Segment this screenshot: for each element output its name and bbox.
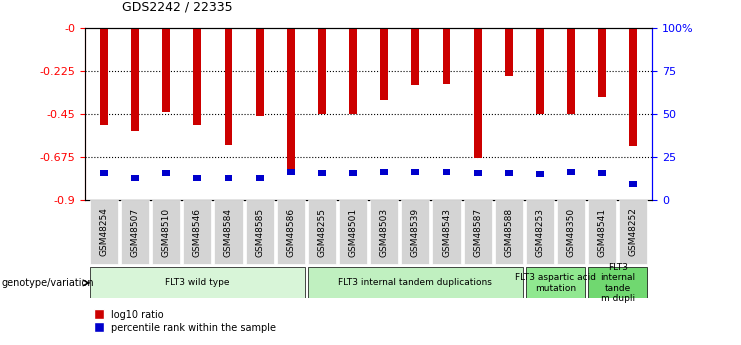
FancyBboxPatch shape bbox=[308, 267, 523, 298]
Text: GDS2242 / 22335: GDS2242 / 22335 bbox=[122, 1, 233, 14]
Bar bbox=[193, 175, 202, 181]
Text: GSM48539: GSM48539 bbox=[411, 207, 420, 257]
FancyBboxPatch shape bbox=[245, 200, 273, 264]
Bar bbox=[380, 169, 388, 175]
Text: FLT3 internal tandem duplications: FLT3 internal tandem duplications bbox=[339, 278, 492, 287]
Bar bbox=[598, 170, 606, 176]
FancyBboxPatch shape bbox=[370, 200, 398, 264]
Bar bbox=[442, 169, 451, 175]
Bar bbox=[473, 28, 482, 158]
Text: genotype/variation: genotype/variation bbox=[1, 278, 94, 288]
Text: GSM48255: GSM48255 bbox=[317, 207, 327, 257]
Bar bbox=[505, 28, 513, 76]
FancyBboxPatch shape bbox=[90, 267, 305, 298]
Bar bbox=[318, 28, 326, 114]
Bar bbox=[100, 170, 107, 176]
FancyBboxPatch shape bbox=[152, 200, 180, 264]
Text: GSM48586: GSM48586 bbox=[286, 207, 295, 257]
Text: GSM48350: GSM48350 bbox=[567, 207, 576, 257]
Bar bbox=[131, 28, 139, 131]
Bar bbox=[287, 169, 295, 175]
FancyBboxPatch shape bbox=[339, 200, 367, 264]
Bar bbox=[318, 170, 326, 176]
Bar bbox=[380, 28, 388, 100]
FancyBboxPatch shape bbox=[526, 200, 554, 264]
Bar bbox=[225, 28, 233, 145]
Text: GSM48584: GSM48584 bbox=[224, 207, 233, 257]
FancyBboxPatch shape bbox=[402, 200, 429, 264]
Bar bbox=[349, 28, 357, 114]
Bar bbox=[162, 28, 170, 112]
Bar bbox=[193, 28, 202, 125]
Text: GSM48252: GSM48252 bbox=[629, 208, 638, 256]
Bar bbox=[473, 170, 482, 176]
FancyBboxPatch shape bbox=[121, 200, 149, 264]
Text: GSM48501: GSM48501 bbox=[348, 207, 358, 257]
Text: FLT3 wild type: FLT3 wild type bbox=[165, 278, 230, 287]
Text: GSM48541: GSM48541 bbox=[598, 207, 607, 257]
Bar bbox=[411, 169, 419, 175]
FancyBboxPatch shape bbox=[464, 200, 492, 264]
Bar bbox=[256, 175, 264, 181]
Bar bbox=[131, 175, 139, 181]
Text: GSM48546: GSM48546 bbox=[193, 207, 202, 257]
Bar bbox=[287, 28, 295, 173]
Bar bbox=[349, 170, 357, 176]
Bar bbox=[567, 169, 575, 175]
Bar bbox=[505, 170, 513, 176]
Text: FLT3
internal
tande
m dupli: FLT3 internal tande m dupli bbox=[600, 263, 635, 303]
Text: GSM48253: GSM48253 bbox=[536, 207, 545, 257]
Bar bbox=[162, 170, 170, 176]
Text: GSM48503: GSM48503 bbox=[379, 207, 389, 257]
Bar bbox=[630, 28, 637, 146]
Text: FLT3 aspartic acid
mutation: FLT3 aspartic acid mutation bbox=[515, 273, 596, 293]
FancyBboxPatch shape bbox=[526, 267, 585, 298]
Text: GSM48543: GSM48543 bbox=[442, 207, 451, 257]
FancyBboxPatch shape bbox=[277, 200, 305, 264]
Text: GSM48587: GSM48587 bbox=[473, 207, 482, 257]
Text: GSM48507: GSM48507 bbox=[130, 207, 139, 257]
FancyBboxPatch shape bbox=[308, 200, 336, 264]
Bar bbox=[536, 28, 544, 114]
FancyBboxPatch shape bbox=[588, 200, 617, 264]
Bar bbox=[442, 28, 451, 84]
Bar bbox=[536, 171, 544, 177]
FancyBboxPatch shape bbox=[433, 200, 460, 264]
Text: GSM48588: GSM48588 bbox=[505, 207, 514, 257]
Bar bbox=[567, 28, 575, 114]
FancyBboxPatch shape bbox=[557, 200, 585, 264]
FancyBboxPatch shape bbox=[183, 200, 211, 264]
FancyBboxPatch shape bbox=[495, 200, 523, 264]
Text: GSM48510: GSM48510 bbox=[162, 207, 170, 257]
Legend: log10 ratio, percentile rank within the sample: log10 ratio, percentile rank within the … bbox=[90, 306, 280, 337]
Bar bbox=[225, 175, 233, 181]
Bar bbox=[598, 28, 606, 97]
FancyBboxPatch shape bbox=[619, 200, 648, 264]
Bar bbox=[100, 28, 107, 125]
FancyBboxPatch shape bbox=[214, 200, 242, 264]
Bar bbox=[256, 28, 264, 116]
FancyBboxPatch shape bbox=[588, 267, 648, 298]
Bar bbox=[630, 181, 637, 187]
Bar bbox=[411, 28, 419, 85]
Text: GSM48585: GSM48585 bbox=[255, 207, 264, 257]
FancyBboxPatch shape bbox=[90, 200, 118, 264]
Text: GSM48254: GSM48254 bbox=[99, 208, 108, 256]
